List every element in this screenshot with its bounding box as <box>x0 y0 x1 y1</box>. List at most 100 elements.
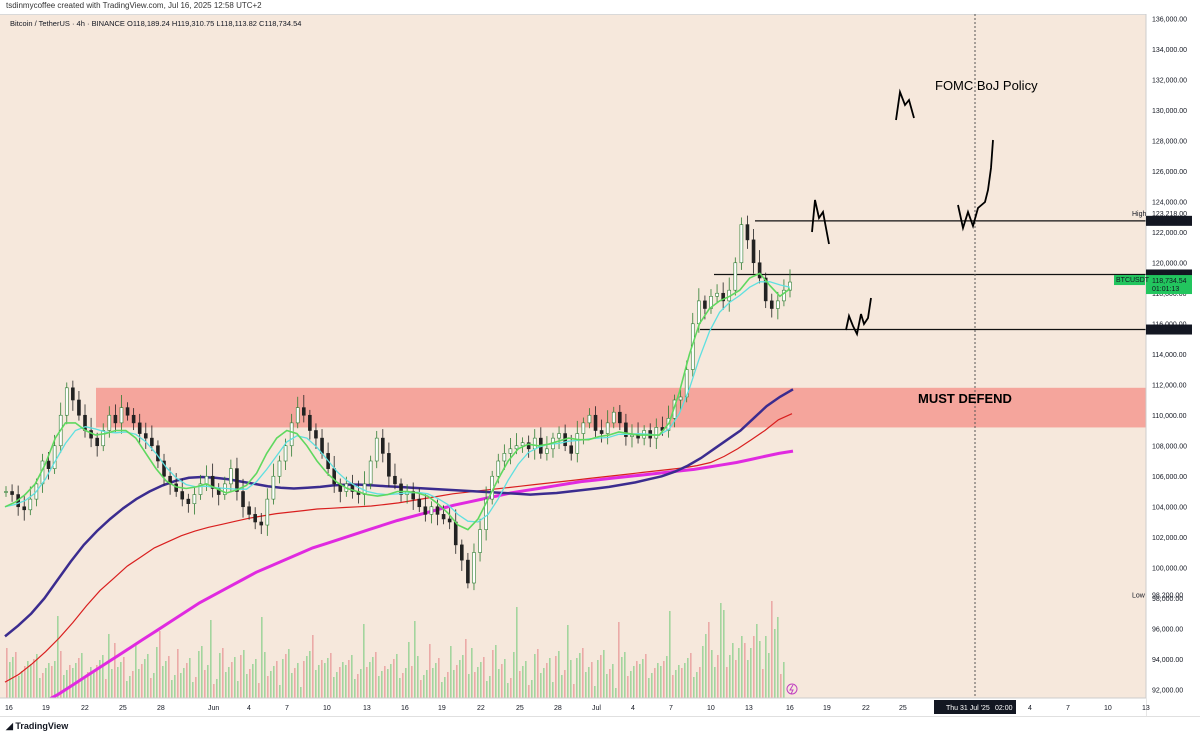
attribution-bar: tsdinmycoffee created with TradingView.c… <box>0 0 1200 15</box>
price-tick-label: 102,000.00 <box>1152 535 1187 542</box>
volume-bar <box>63 675 65 698</box>
volume-bar <box>477 667 479 698</box>
volume-bar <box>309 651 311 698</box>
candle <box>630 424 634 448</box>
price-tick-label: 114,000.00 <box>1152 352 1187 359</box>
candle <box>757 250 762 284</box>
volume-bar <box>240 655 242 698</box>
volume-bar <box>156 647 158 698</box>
volume-bar <box>6 648 8 698</box>
volume-bar <box>351 655 353 698</box>
volume-bar <box>276 661 278 698</box>
bar-countdown: 01:01:13 <box>1152 286 1179 293</box>
volume-bar <box>258 683 260 698</box>
volume-bar <box>207 665 209 698</box>
volume-bar <box>210 620 212 698</box>
candle <box>22 495 27 521</box>
volume-bar <box>99 660 101 698</box>
volume-bar <box>177 649 179 698</box>
time-tick-label: 16 <box>786 705 794 712</box>
time-tick-label: 16 <box>401 705 409 712</box>
time-tick-label: 19 <box>823 705 831 712</box>
volume-bar <box>333 677 335 698</box>
candle <box>125 402 130 421</box>
volume-bar <box>747 660 749 698</box>
volume-bar <box>642 659 644 698</box>
volume-bar <box>33 659 35 698</box>
volume-bar <box>711 650 713 698</box>
volume-bar <box>51 666 53 698</box>
volume-bar <box>513 652 515 698</box>
volume-bar <box>336 672 338 698</box>
lightning-icon[interactable] <box>786 683 798 695</box>
volume-bar <box>255 659 257 698</box>
volume-bar <box>180 673 182 698</box>
volume-bar <box>738 648 740 698</box>
volume-bar <box>723 610 725 698</box>
price-tick-label: 106,000.00 <box>1152 474 1187 481</box>
volume-bar <box>504 659 506 698</box>
volume-bar <box>531 680 533 698</box>
volume-bar <box>522 666 524 698</box>
volume-bar <box>639 664 641 698</box>
volume-bar <box>465 639 467 698</box>
candle <box>204 465 209 492</box>
volume-bar <box>36 654 38 698</box>
event-annotation: FOMC BoJ Policy <box>935 78 1038 93</box>
candle <box>10 484 14 502</box>
volume-bar <box>699 667 701 698</box>
price-tick-label: 132,000.00 <box>1152 77 1187 84</box>
time-tick-label: 10 <box>323 705 331 712</box>
time-tick-label: 19 <box>438 705 446 712</box>
price-tick-label: 100,000.00 <box>1152 565 1187 572</box>
volume-bar <box>657 663 659 698</box>
volume-bar <box>615 688 617 698</box>
time-tick-label: Jul <box>592 705 601 712</box>
volume-bar <box>84 677 86 698</box>
volume-bar <box>405 668 407 698</box>
volume-bar <box>492 650 494 698</box>
volume-bar <box>501 664 503 698</box>
volume-bar <box>420 680 422 698</box>
footer-bar: ◢ TradingView <box>0 716 1200 737</box>
volume-bar <box>195 677 197 698</box>
candle <box>350 474 355 499</box>
candle <box>502 444 507 470</box>
volume-bar <box>684 663 686 698</box>
price-tick-label: 120,000.00 <box>1152 260 1187 267</box>
price-tick-label: 134,000.00 <box>1152 47 1187 54</box>
volume-bar <box>48 663 50 698</box>
price-tick-label: 98,000.00 <box>1152 596 1183 603</box>
candle <box>745 215 750 249</box>
time-axis[interactable] <box>0 698 1146 716</box>
time-tick-label: 13 <box>1142 705 1150 712</box>
volume-bar <box>447 672 449 698</box>
volume-bar <box>456 665 458 698</box>
price-tick-label: 130,000.00 <box>1152 108 1187 115</box>
ma-navy-line <box>4 388 794 638</box>
volume-bar <box>168 656 170 698</box>
volume-bar <box>129 676 131 698</box>
volume-bar <box>570 660 572 698</box>
volume-bar <box>279 685 281 698</box>
volume-bar <box>750 648 752 698</box>
price-tick-label: 110,000.00 <box>1152 413 1187 420</box>
time-cursor-label: Thu 31 Jul '25 02:00 <box>934 700 1016 714</box>
volume-bar <box>282 659 284 698</box>
candle <box>314 423 318 449</box>
volume-bar <box>42 673 44 698</box>
zone-label: MUST DEFEND <box>918 391 1012 406</box>
candle <box>113 404 118 432</box>
volume-bar <box>75 663 77 698</box>
candle <box>368 455 373 490</box>
volume-bar <box>432 668 434 698</box>
volume-bar <box>549 658 551 698</box>
candle <box>393 463 397 490</box>
volume-bar <box>669 611 671 698</box>
candle <box>180 478 185 507</box>
volume-bar <box>54 661 56 698</box>
price-axis[interactable] <box>1146 14 1200 716</box>
volume-bar <box>783 662 785 698</box>
volume-bar <box>135 645 137 698</box>
